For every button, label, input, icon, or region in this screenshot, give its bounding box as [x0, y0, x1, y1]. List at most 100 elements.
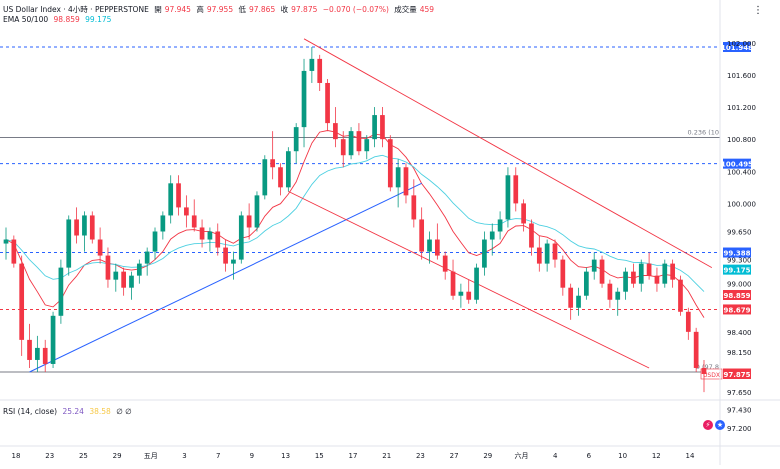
- candle-body[interactable]: [223, 247, 228, 264]
- candle-body[interactable]: [66, 219, 72, 268]
- candle-body[interactable]: [207, 231, 213, 240]
- candle-body[interactable]: [19, 263, 25, 340]
- candle-body[interactable]: [285, 151, 291, 188]
- candle-body[interactable]: [278, 167, 283, 188]
- rsi-legend[interactable]: RSI (14, close) 25.24 38.58 ∅ ∅: [3, 407, 135, 416]
- candle-body[interactable]: [576, 295, 581, 308]
- candle-body[interactable]: [638, 263, 644, 284]
- candle-body[interactable]: [176, 183, 181, 208]
- candle-body[interactable]: [466, 291, 472, 300]
- candle-body[interactable]: [646, 263, 652, 276]
- candle-body[interactable]: [489, 231, 495, 240]
- candle-body[interactable]: [3, 239, 9, 244]
- candle-body[interactable]: [231, 259, 236, 264]
- candle-body[interactable]: [58, 267, 64, 316]
- candle-body[interactable]: [403, 167, 409, 196]
- candle-body[interactable]: [419, 219, 425, 252]
- candle-body[interactable]: [82, 215, 87, 236]
- candle-body[interactable]: [160, 215, 166, 232]
- candle-body[interactable]: [129, 275, 134, 288]
- candle-body[interactable]: [144, 251, 150, 264]
- candle-body[interactable]: [584, 271, 589, 296]
- candle-body[interactable]: [11, 239, 17, 264]
- candle-body[interactable]: [568, 287, 574, 308]
- candle-body[interactable]: [42, 347, 48, 364]
- candle-body[interactable]: [701, 367, 707, 374]
- uptrend-line[interactable]: [29, 182, 422, 373]
- candle-body[interactable]: [607, 283, 613, 300]
- candle-body[interactable]: [293, 127, 299, 152]
- candle-body[interactable]: [97, 239, 103, 256]
- candle-body[interactable]: [529, 223, 534, 248]
- candle-body[interactable]: [544, 243, 550, 264]
- candle-body[interactable]: [615, 291, 621, 300]
- candle-body[interactable]: [623, 271, 628, 292]
- candle-body[interactable]: [113, 271, 119, 280]
- candle-body[interactable]: [693, 331, 699, 368]
- candle-body[interactable]: [105, 255, 111, 280]
- candle-body[interactable]: [136, 263, 142, 276]
- candle-body[interactable]: [168, 183, 174, 216]
- candle-body[interactable]: [364, 139, 370, 152]
- candle-body[interactable]: [215, 231, 221, 248]
- candle-body[interactable]: [654, 275, 660, 284]
- candle-body[interactable]: [340, 139, 346, 156]
- candle-body[interactable]: [356, 131, 362, 152]
- candle-body[interactable]: [89, 215, 95, 240]
- candle-body[interactable]: [599, 259, 605, 284]
- candle-body[interactable]: [301, 70, 307, 128]
- symbol-title[interactable]: US Dollar Index · 4小時 · PEPPERSTONE: [3, 5, 149, 14]
- ema-legend[interactable]: EMA 50/100 98.859 99.175: [3, 15, 114, 24]
- candle-body[interactable]: [74, 219, 79, 236]
- candle-body[interactable]: [434, 239, 440, 256]
- candle-body[interactable]: [552, 243, 558, 260]
- candle-body[interactable]: [254, 195, 260, 228]
- candle-body[interactable]: [427, 239, 432, 252]
- candle-body[interactable]: [333, 123, 338, 140]
- flag-icon[interactable]: ★: [715, 420, 725, 430]
- candle-body[interactable]: [199, 227, 205, 240]
- candle-body[interactable]: [411, 195, 417, 220]
- lightning-icon[interactable]: ⚡: [703, 420, 713, 430]
- more-menu-icon[interactable]: ⋮: [753, 5, 763, 16]
- candle-body[interactable]: [238, 215, 244, 260]
- candle-body[interactable]: [387, 139, 393, 188]
- candle-body[interactable]: [35, 347, 40, 360]
- candle-body[interactable]: [474, 267, 479, 300]
- candle-body[interactable]: [317, 58, 323, 83]
- candle-body[interactable]: [631, 271, 636, 284]
- candle-body[interactable]: [662, 263, 668, 284]
- channel-top-line[interactable]: [303, 38, 713, 269]
- candle-body[interactable]: [309, 58, 315, 71]
- candle-body[interactable]: [27, 339, 32, 360]
- ema100-line[interactable]: [5, 154, 705, 292]
- candle-body[interactable]: [184, 207, 189, 216]
- candle-body[interactable]: [678, 279, 683, 312]
- candle-body[interactable]: [670, 263, 675, 280]
- candle-body[interactable]: [442, 255, 448, 272]
- candle-body[interactable]: [685, 311, 691, 332]
- candle-body[interactable]: [380, 115, 385, 140]
- candle-body[interactable]: [372, 115, 377, 140]
- candle-body[interactable]: [246, 215, 252, 228]
- candle-body[interactable]: [591, 259, 597, 272]
- ema50-line[interactable]: [5, 130, 705, 318]
- candle-body[interactable]: [536, 247, 542, 264]
- candle-body[interactable]: [121, 271, 126, 288]
- candle-body[interactable]: [152, 231, 158, 252]
- candle-body[interactable]: [348, 131, 354, 156]
- candle-body[interactable]: [450, 271, 456, 296]
- candle-body[interactable]: [325, 82, 330, 124]
- candle-body[interactable]: [395, 167, 401, 188]
- candle-body[interactable]: [270, 159, 276, 168]
- candle-body[interactable]: [513, 175, 519, 204]
- candle-body[interactable]: [497, 219, 503, 232]
- candle-body[interactable]: [521, 203, 526, 224]
- candle-body[interactable]: [505, 175, 511, 220]
- candle-body[interactable]: [191, 215, 197, 228]
- candle-body[interactable]: [482, 239, 487, 268]
- candle-body[interactable]: [560, 259, 566, 288]
- candle-body[interactable]: [458, 291, 464, 296]
